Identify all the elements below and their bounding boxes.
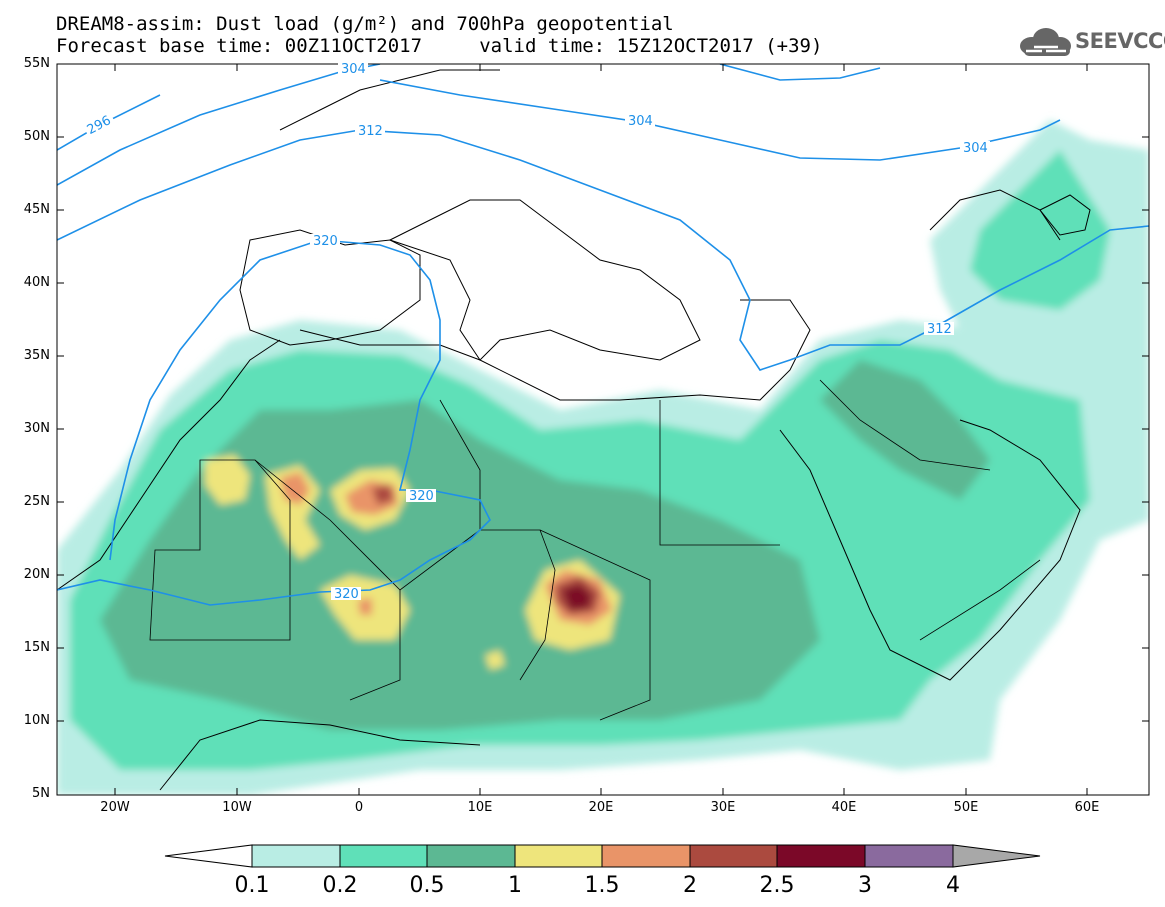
logo-label: SEEVCCC [1075, 29, 1165, 53]
lon-label: 20E [588, 800, 614, 815]
dust-load-fields [57, 120, 1149, 795]
lat-label: 45N [23, 202, 50, 217]
dust-patch-2.5 [562, 584, 592, 610]
lat-label: 25N [23, 494, 50, 509]
lon-label: 20W [100, 800, 130, 815]
lon-label: 50E [953, 800, 979, 815]
contour-label: 320 [313, 234, 338, 249]
colorbar-label: 1.5 [584, 873, 620, 898]
dust-patch-1.0-a [205, 455, 250, 505]
dust-patch-2.0-a [372, 485, 394, 505]
dust-band-0.2-caspian [970, 150, 1110, 310]
dust-band-0.5-arabia [820, 360, 990, 500]
colorbar-under-triangle [164, 844, 253, 868]
colorbar-label: 2.5 [759, 873, 795, 898]
map-subtitle: Forecast base time: 00Z11OCT2017 valid t… [56, 35, 823, 57]
lon-label: 60E [1074, 800, 1100, 815]
lat-label: 30N [23, 421, 50, 436]
colorbar-label: 0.1 [234, 873, 270, 898]
contour-label: 304 [963, 141, 988, 156]
lon-ticks [114, 64, 1088, 795]
lat-label: 5N [32, 786, 50, 801]
contour-label: 312 [358, 124, 383, 139]
colorbar-bin [864, 844, 954, 868]
contour-label: 312 [927, 322, 952, 337]
dust-patch-1.0-f [485, 650, 505, 670]
colorbar-label: 0.5 [409, 873, 445, 898]
colorbar-bin [689, 844, 778, 868]
colorbar-label: 0.2 [322, 873, 358, 898]
geopotential-contours [57, 64, 1149, 606]
contour-label: 320 [409, 489, 434, 504]
colorbar-label: 4 [946, 873, 960, 898]
lon-label: 30E [710, 800, 736, 815]
colorbar-over-triangle [952, 844, 1041, 868]
lat-label: 35N [23, 348, 50, 363]
colorbar-bin [601, 844, 691, 868]
colorbar-label: 1 [508, 873, 522, 898]
lat-label: 10N [23, 713, 50, 728]
colorbar-bin [339, 844, 428, 868]
lon-label: 10W [222, 800, 252, 815]
lon-label: 40E [831, 800, 857, 815]
lat-ticks [57, 63, 1149, 796]
lon-label: 0 [354, 800, 364, 815]
cloud-logo-icon [1020, 28, 1071, 56]
contour-label: 320 [334, 587, 359, 602]
colorbar-bin [426, 844, 516, 868]
contour-label: 304 [341, 62, 366, 77]
colorbar-bin [776, 844, 866, 868]
contour-labels: 304 296 312 304 304 320 312 320 320 [82, 62, 990, 602]
colorbar-bin [514, 844, 603, 868]
contour-label: 304 [628, 114, 653, 129]
contour-320 [57, 239, 491, 606]
country-borders [149, 379, 1041, 721]
dust-patch-1.5-d [358, 598, 372, 615]
map-title: DREAM8-assim: Dust load (g/m²) and 700hP… [56, 13, 674, 35]
contour-312 [57, 129, 1149, 371]
lat-label: 50N [23, 129, 50, 144]
colorbar [164, 844, 1041, 868]
colorbar-label: 2 [683, 873, 697, 898]
colorbar-bin [251, 844, 341, 868]
lat-label: 20N [23, 567, 50, 582]
lat-label: 15N [23, 640, 50, 655]
lat-label: 40N [23, 275, 50, 290]
lon-label: 10E [467, 800, 493, 815]
colorbar-label: 3 [858, 873, 872, 898]
contour-304-north [719, 64, 881, 81]
lat-label: 55N [23, 56, 50, 71]
contour-304-east [379, 79, 1061, 161]
